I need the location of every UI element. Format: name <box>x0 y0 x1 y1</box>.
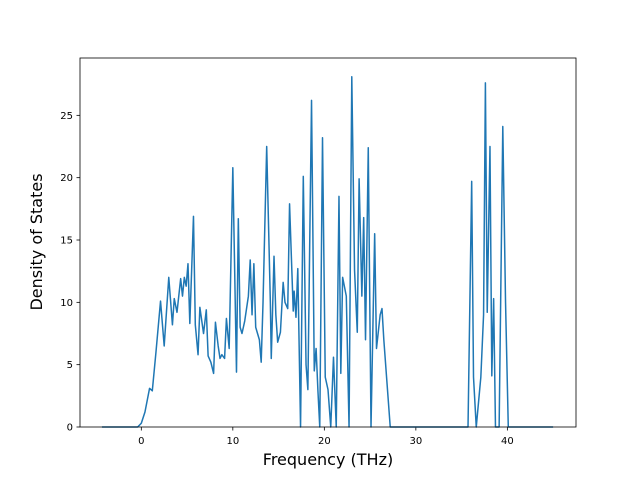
x-tick-label: 30 <box>409 436 422 447</box>
x-tick-label: 10 <box>226 436 239 447</box>
x-axis-label: Frequency (THz) <box>263 450 393 469</box>
y-tick-label: 25 <box>60 111 73 122</box>
y-tick-label: 10 <box>60 298 73 309</box>
y-tick-label: 0 <box>67 423 73 434</box>
x-tick-label: 40 <box>501 436 514 447</box>
x-tick-label: 0 <box>138 436 144 447</box>
line <box>101 75 554 428</box>
y-axis-label: Density of States <box>27 173 46 310</box>
y-tick-label: 15 <box>60 236 73 247</box>
x-tick-label: 20 <box>318 436 331 447</box>
y-tick-label: 20 <box>60 173 73 184</box>
plot-frame <box>79 57 577 428</box>
y-tick-label: 5 <box>67 360 73 371</box>
